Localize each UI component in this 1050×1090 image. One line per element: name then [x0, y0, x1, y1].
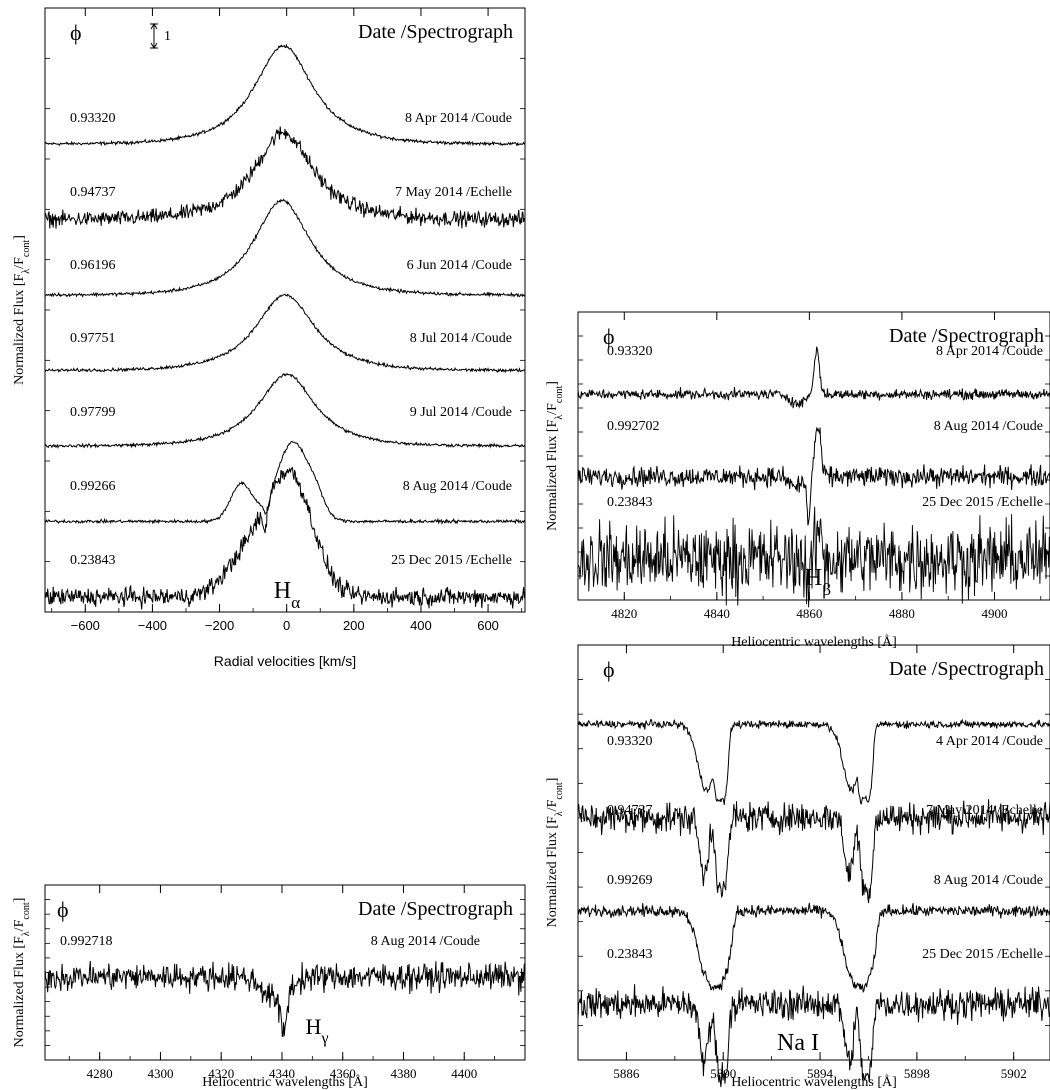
spectrum-line [578, 720, 1050, 805]
date-label: 9 Jul 2014 /Coude [410, 405, 512, 420]
phase-label: 0.23843 [607, 947, 653, 962]
x-axis-label: Heliocentric wavelengths [Å] [202, 1074, 368, 1090]
y-axis-label: Normalized Flux [Fλ/Fcont] [545, 381, 565, 531]
x-tick-label: 5898 [904, 1066, 930, 1081]
x-tick-label: 4300 [147, 1066, 173, 1081]
date-label: 8 Aug 2014 /Coude [934, 873, 1043, 888]
date-label: 7 May 2014 /Echelle [395, 185, 512, 200]
phase-header: ϕ [603, 324, 615, 349]
x-axis-label: Heliocentric wavelengths [Å] [731, 634, 897, 650]
spectral-line-label: Hγ [306, 1014, 329, 1047]
x-tick-label: −400 [138, 618, 167, 633]
date-header: Date /Spectrograph [358, 898, 513, 920]
spectrum-line [45, 199, 525, 296]
x-tick-label: 200 [343, 618, 365, 633]
phase-label: 0.99269 [607, 873, 653, 888]
x-axis-label: Heliocentric wavelengths [Å] [731, 1074, 897, 1090]
x-tick-label: 4900 [981, 606, 1007, 621]
phase-label: 0.992702 [607, 419, 660, 434]
x-tick-label: −200 [205, 618, 234, 633]
x-tick-label: 4880 [889, 606, 915, 621]
x-tick-label: 600 [477, 618, 499, 633]
date-label: 8 Aug 2014 /Coude [371, 934, 480, 949]
phase-header: ϕ [70, 20, 82, 45]
spectrum-line [45, 961, 525, 1037]
spectrum-line [578, 507, 1050, 608]
y-axis-label: Normalized Flux [Fλ/Fcont] [12, 235, 32, 385]
date-label: 8 Aug 2014 /Coude [934, 419, 1043, 434]
date-label: 8 Aug 2014 /Coude [403, 479, 512, 494]
phase-label: 0.94737 [607, 803, 653, 818]
phase-label: 0.94737 [70, 185, 116, 200]
x-tick-label: 400 [410, 618, 432, 633]
x-tick-label: 4400 [451, 1066, 477, 1081]
date-label: 25 Dec 2015 /Echelle [922, 495, 1043, 510]
y-axis-label: Normalized Flux [Fλ/Fcont] [545, 778, 565, 928]
date-label: 6 Jun 2014 /Coude [407, 258, 512, 273]
spectrum-line [578, 428, 1050, 526]
date-label: 4 Apr 2014 /Coude [936, 734, 1043, 749]
x-tick-label: 0 [283, 618, 290, 633]
phase-label: 0.99266 [70, 479, 116, 494]
date-label: 8 Jul 2014 /Coude [410, 331, 512, 346]
spectrum-line [45, 127, 525, 229]
phase-label: 0.23843 [70, 553, 116, 568]
spectral-line-label: Na I [777, 1030, 819, 1056]
x-tick-label: 4280 [87, 1066, 113, 1081]
phase-header: ϕ [57, 897, 69, 922]
phase-label: 0.97751 [70, 331, 116, 346]
y-axis-label: Normalized Flux [Fλ/Fcont] [12, 898, 32, 1048]
phase-label: 0.992718 [60, 934, 113, 949]
x-tick-label: 4860 [796, 606, 822, 621]
phase-label: 0.96196 [70, 258, 116, 273]
date-label: 25 Dec 2015 /Echelle [922, 947, 1043, 962]
x-axis-label: Radial velocities [km/s] [214, 653, 356, 669]
x-tick-label: 4820 [611, 606, 637, 621]
phase-label: 0.23843 [607, 495, 653, 510]
scale-bar-label: 1 [164, 29, 171, 44]
date-header: Date /Spectrograph [358, 21, 513, 43]
date-header: Date /Spectrograph [889, 658, 1044, 680]
phase-label: 0.93320 [607, 734, 653, 749]
date-label: 7 May 2014 /Echelle [926, 803, 1043, 818]
x-tick-label: 4380 [390, 1066, 416, 1081]
x-tick-label: 5902 [1001, 1066, 1027, 1081]
x-tick-label: −600 [71, 618, 100, 633]
panel-h-alpha: −600 −400 −200 0 200 400 600 0.93320 8 Apr 2014 … [12, 8, 525, 669]
phase-label: 0.97799 [70, 405, 116, 420]
phase-label: 0.93320 [70, 111, 116, 126]
date-header: Date /Spectrograph [889, 325, 1044, 347]
x-tick-label: 4840 [704, 606, 730, 621]
phase-header: ϕ [603, 657, 615, 682]
date-label: 25 Dec 2015 /Echelle [391, 553, 512, 568]
x-tick-label: 5886 [613, 1066, 640, 1081]
date-label: 8 Apr 2014 /Coude [405, 111, 512, 126]
